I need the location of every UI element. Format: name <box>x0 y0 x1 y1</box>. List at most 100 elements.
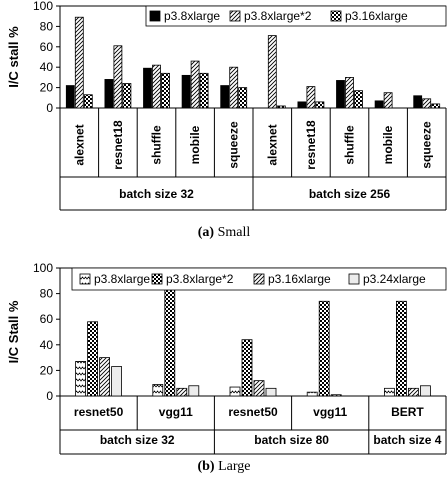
category-label: resnet50 <box>228 405 278 419</box>
legend-swatch <box>348 273 360 285</box>
category-label: alexnet <box>72 124 86 165</box>
bar-p3.8xlarge*2-resnet18 <box>306 86 316 109</box>
legend-label: p3.8xlarge*2 <box>244 9 312 23</box>
bar-p3.8xlarge-resnet18 <box>297 101 307 109</box>
bar-p3.8xlarge*2-shuffle <box>345 77 354 109</box>
y-tick-label: 80 <box>40 19 54 33</box>
bar-p3.8xlarge*2-resnet50 <box>241 339 253 397</box>
bar-p3.8xlarge*2-squeeze <box>422 98 432 109</box>
category-label: vgg11 <box>313 405 347 419</box>
bar-p3.24xlarge-resnet50 <box>111 366 122 397</box>
bar-p3.16xlarge-shuffle <box>161 72 170 109</box>
bar-p3.8xlarge-resnet18 <box>104 79 114 109</box>
bar-p3.16xlarge-shuffle <box>354 90 363 109</box>
bar-p3.8xlarge-BERT <box>383 387 395 397</box>
figure-caption: (a) Small <box>198 225 251 240</box>
y-tick-label: 100 <box>33 0 53 13</box>
legend-label: p3.16xlarge <box>268 272 331 286</box>
bar-p3.8xlarge-vgg11 <box>306 391 318 397</box>
legend-swatch <box>330 10 342 22</box>
group-label: batch size 32 <box>100 433 175 447</box>
bar-p3.8xlarge*2-mobile <box>190 60 200 109</box>
bar-p3.8xlarge*2-alexnet <box>74 16 84 109</box>
bar-p3.16xlarge-squeeze <box>431 103 441 109</box>
bar-p3.8xlarge*2-BERT <box>395 300 407 397</box>
category-label: mobile <box>188 125 202 164</box>
category-label: resnet50 <box>74 405 124 419</box>
bar-p3.8xlarge-alexnet <box>65 85 75 109</box>
category-label: vgg11 <box>159 405 193 419</box>
legend-label: p3.8xlarge*2 <box>166 272 234 286</box>
group-label: batch size 80 <box>254 433 329 447</box>
panel-large: 0 20 40 60 80 100 I/C Stall % resnet50 vgg11 batc… <box>6 261 447 474</box>
bar-p3.8xlarge*2-resnet50 <box>87 321 98 397</box>
caption-text: Small <box>218 225 251 240</box>
bar-p3.16xlarge-mobile <box>199 72 209 109</box>
group-label: batch size 256 <box>309 187 391 201</box>
category-label: squeeze <box>227 121 241 169</box>
bar-p3.8xlarge*2-mobile <box>383 92 393 109</box>
bar-p3.8xlarge-shuffle <box>336 80 345 109</box>
y-axis-label: I/C stall % <box>6 26 21 88</box>
y-axis-label: I/C Stall % <box>6 300 21 363</box>
legend-label: p3.16xlarge <box>345 9 408 23</box>
y-tick-label: 0 <box>46 389 53 403</box>
bar-p3.8xlarge*2-resnet18 <box>113 45 123 109</box>
bar-p3.16xlarge-vgg11 <box>176 387 188 397</box>
bar-p3.8xlarge*2-squeeze <box>229 66 239 109</box>
legend: p3.8xlarge p3.8xlarge*2 p3.16xlarge <box>145 5 447 27</box>
group-label: batch size 32 <box>119 187 194 201</box>
legend-label: p3.24xlarge <box>363 272 426 286</box>
legend-swatch <box>253 273 265 285</box>
panel-small: 0 20 40 60 80 100 I/C stall % alexnet resnet18 sh… <box>6 0 447 240</box>
category-label: resnet18 <box>304 120 318 170</box>
y-tick-label: 100 <box>33 261 53 275</box>
category-label: BERT <box>391 405 424 419</box>
bar-p3.8xlarge*2-vgg11 <box>164 285 176 397</box>
legend-label: p3.8xlarge <box>94 272 150 286</box>
y-tick-label: 40 <box>40 60 54 74</box>
y-tick-label: 60 <box>40 40 54 54</box>
bar-p3.24xlarge-vgg11 <box>188 385 200 397</box>
legend-swatch <box>79 273 91 285</box>
bar-p3.24xlarge-resnet50 <box>265 387 277 397</box>
category-label: mobile <box>381 125 395 164</box>
bar-p3.24xlarge-BERT <box>419 385 431 397</box>
bar-p3.16xlarge-vgg11 <box>330 394 342 397</box>
bar-p3.8xlarge-shuffle <box>143 67 152 109</box>
bar-p3.8xlarge-mobile <box>374 100 384 109</box>
bar-p3.16xlarge-BERT <box>407 387 419 397</box>
legend-label: p3.8xlarge <box>164 9 220 23</box>
bar-p3.8xlarge*2-shuffle <box>152 64 161 109</box>
legend-swatch <box>229 10 241 22</box>
y-tick-label: 20 <box>40 363 54 377</box>
category-label: alexnet <box>265 124 279 165</box>
y-tick-label: 20 <box>40 81 54 95</box>
y-tick-label: 0 <box>46 101 53 115</box>
bar-p3.8xlarge*2-vgg11 <box>318 300 330 397</box>
bar-p3.8xlarge-resnet50 <box>75 361 86 397</box>
bar-p3.8xlarge-squeeze <box>220 85 230 109</box>
caption-prefix: (b) <box>197 459 218 474</box>
bar-p3.16xlarge-alexnet <box>83 94 93 109</box>
category-label: resnet18 <box>111 120 125 170</box>
bar-p3.16xlarge-resnet50 <box>253 380 265 397</box>
category-label: shuffle <box>150 125 164 165</box>
bar-p3.8xlarge-squeeze <box>413 95 423 109</box>
bar-p3.8xlarge-vgg11 <box>152 384 164 397</box>
y-tick-label: 40 <box>40 338 54 352</box>
bar-p3.16xlarge-resnet18 <box>122 83 132 109</box>
bar-p3.8xlarge-resnet50 <box>229 386 241 397</box>
legend-swatch <box>151 273 163 285</box>
caption-text: Large <box>218 459 250 474</box>
legend-box <box>145 5 447 27</box>
bar-p3.16xlarge-resnet18 <box>315 101 325 109</box>
legend-swatch <box>149 10 161 22</box>
bar-p3.16xlarge-squeeze <box>238 87 248 109</box>
y-tick-label: 60 <box>40 312 54 326</box>
bar-p3.8xlarge*2-alexnet <box>267 35 277 109</box>
bar-p3.16xlarge-resnet50 <box>99 357 110 397</box>
legend: p3.8xlarge p3.8xlarge*2 p3.16xlarge p3.24xl… <box>71 267 447 291</box>
figure-caption: (b) Large <box>197 459 250 474</box>
